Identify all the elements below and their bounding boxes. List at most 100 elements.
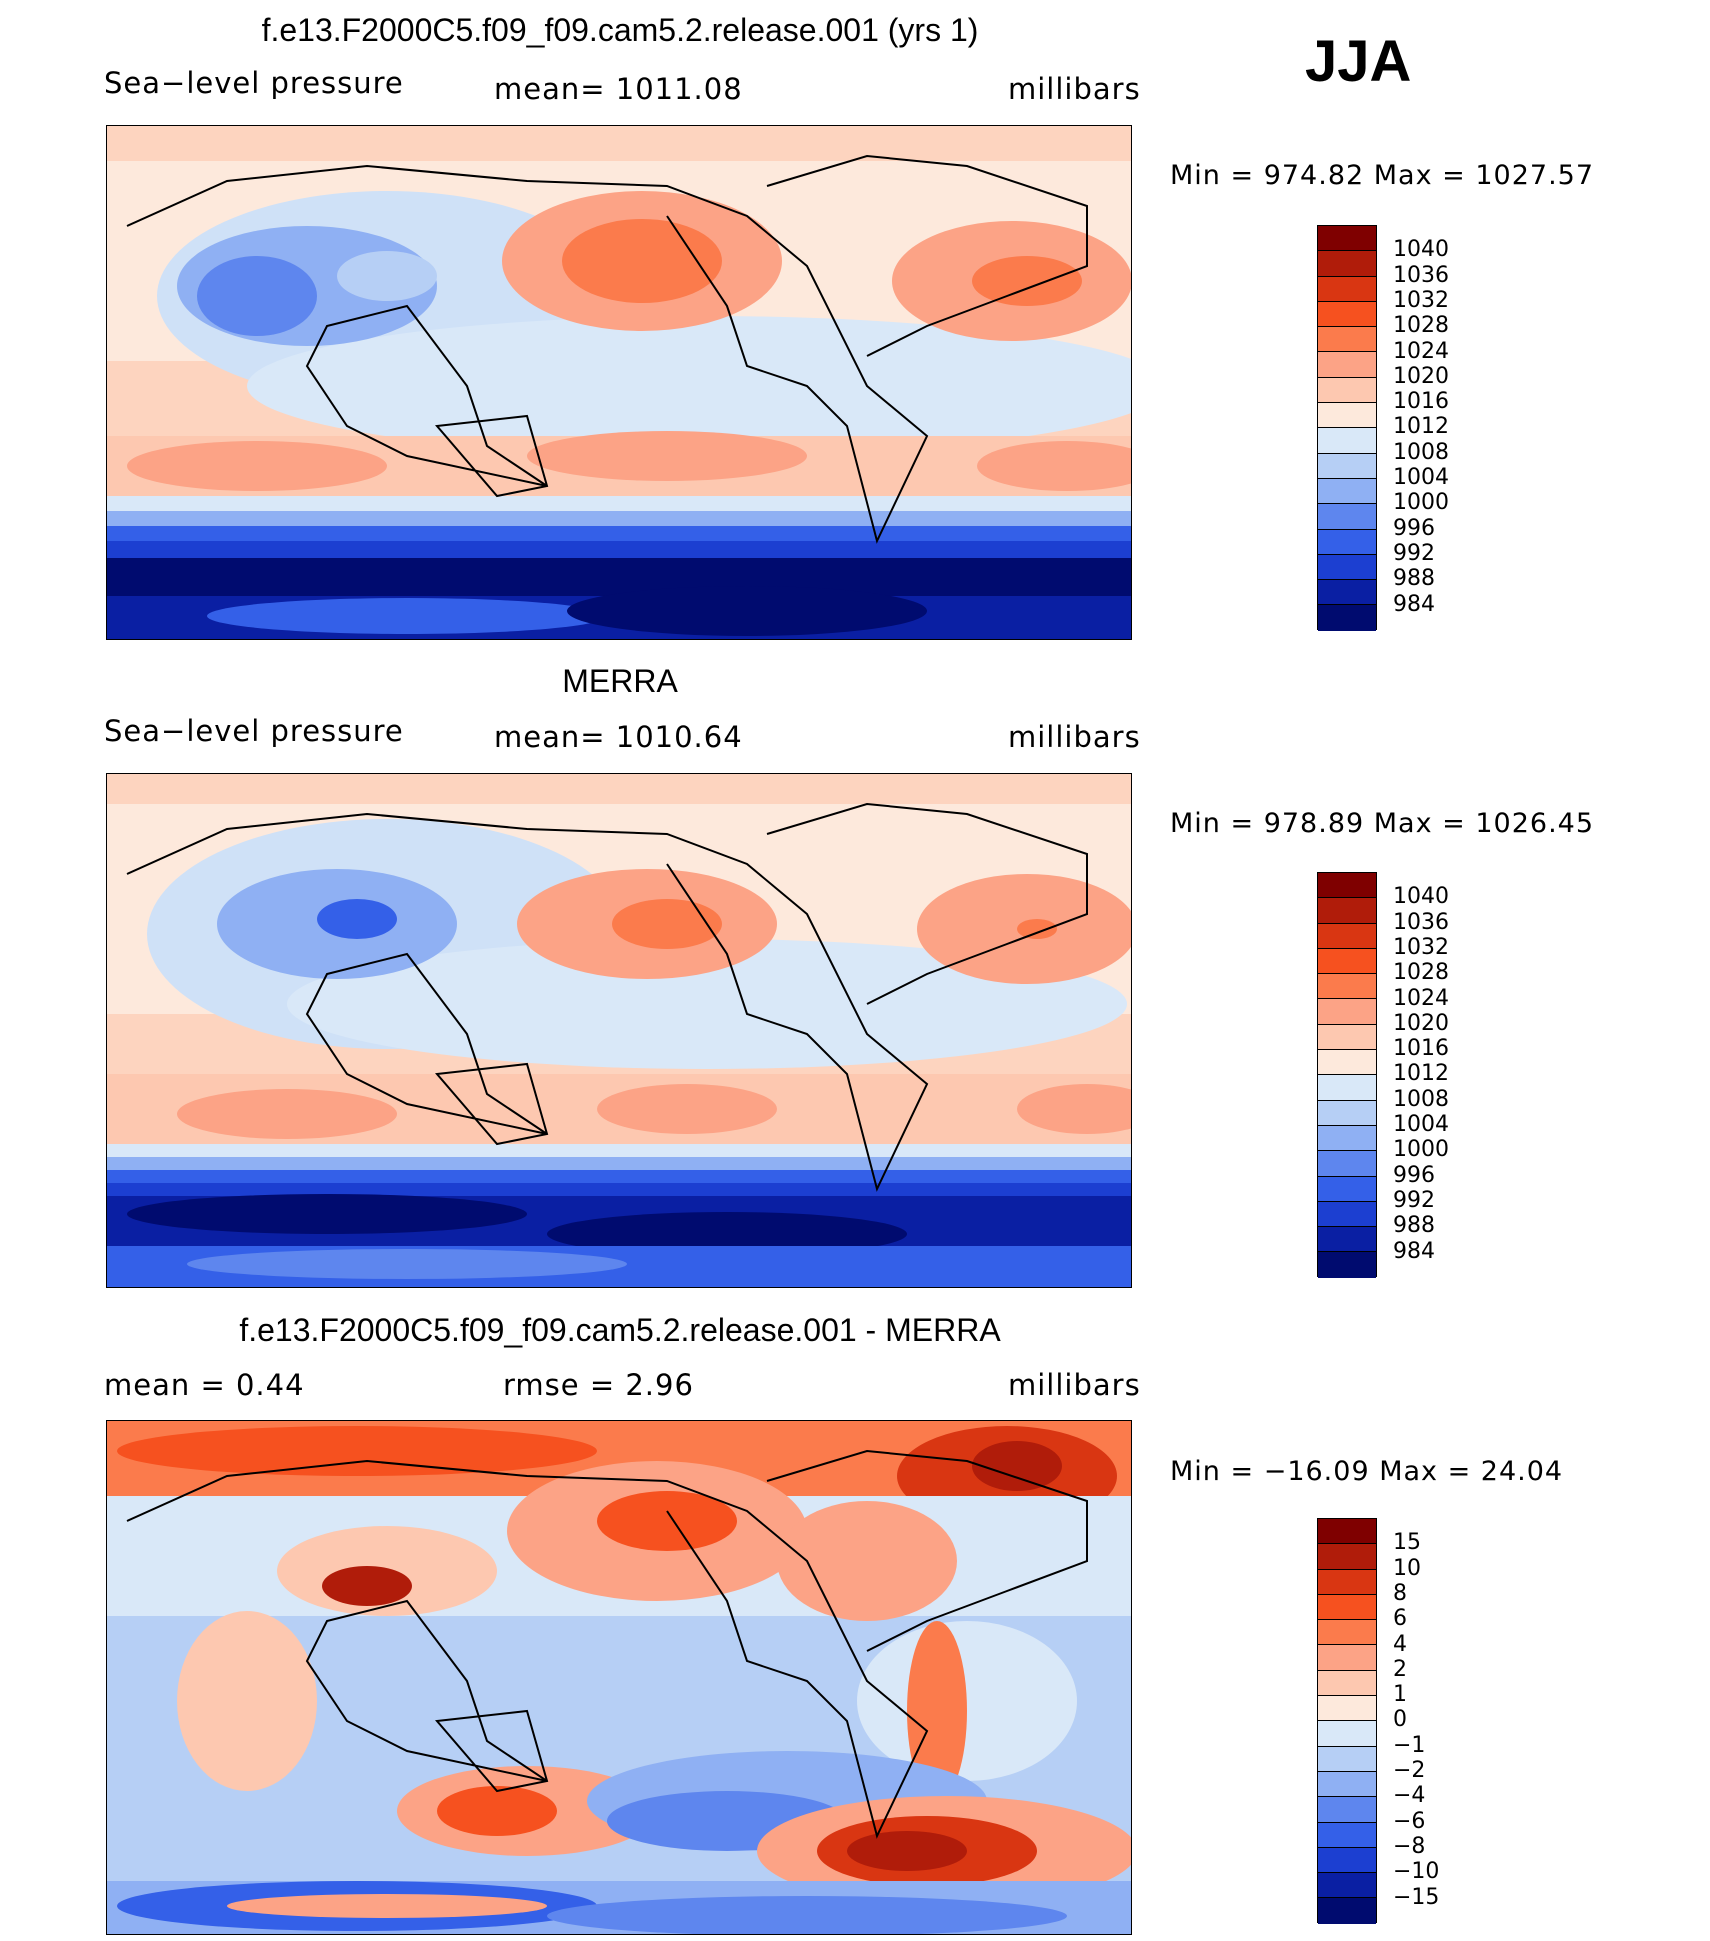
colorbar-tick-label: −1 bbox=[1393, 1732, 1426, 1758]
colorbar-swatch bbox=[1318, 226, 1376, 252]
panel-1-minmax: Min = 974.82 Max = 1027.57 bbox=[1170, 160, 1595, 191]
panel-3-minmax: Min = −16.09 Max = 24.04 bbox=[1170, 1456, 1564, 1487]
colorbar-swatch bbox=[1318, 873, 1376, 899]
season-label: JJA bbox=[1305, 29, 1412, 94]
colorbar-tick-label: 1040 bbox=[1393, 884, 1449, 910]
colorbar-tick-label: 1040 bbox=[1393, 237, 1449, 263]
colorbar-tick-label: 1008 bbox=[1393, 439, 1449, 465]
colorbar-swatch bbox=[1318, 1696, 1376, 1722]
colorbar-swatch bbox=[1318, 301, 1376, 328]
colorbar-swatch bbox=[1318, 428, 1376, 454]
colorbar-swatch bbox=[1318, 1594, 1376, 1621]
colorbar-swatch bbox=[1318, 1746, 1376, 1772]
colorbar-swatch bbox=[1318, 1125, 1376, 1152]
colorbar-swatch bbox=[1318, 1847, 1376, 1874]
colorbar-tick-label: −8 bbox=[1393, 1833, 1426, 1859]
colorbar-swatch bbox=[1318, 1873, 1376, 1899]
colorbar-swatch bbox=[1318, 403, 1376, 429]
colorbar-tick-label: 984 bbox=[1393, 591, 1435, 617]
colorbar-swatch bbox=[1318, 1721, 1376, 1747]
panel-1-units-label: millibars bbox=[1008, 72, 1141, 106]
colorbar-swatch bbox=[1318, 1176, 1376, 1202]
colorbar-swatch bbox=[1318, 923, 1376, 949]
colorbar-tick-label: 1 bbox=[1393, 1682, 1407, 1708]
colorbar-swatch bbox=[1318, 1670, 1376, 1697]
panel-2-title: MERRA bbox=[562, 663, 678, 699]
colorbar-tick-label: 1024 bbox=[1393, 338, 1449, 364]
colorbar-swatch bbox=[1318, 1569, 1376, 1595]
colorbar-tick-label: 1020 bbox=[1393, 363, 1449, 389]
panel-3-units-label: millibars bbox=[1008, 1368, 1141, 1402]
colorbar-tick-label: −4 bbox=[1393, 1783, 1426, 1809]
colorbar-tick-label: 996 bbox=[1393, 1162, 1435, 1188]
colorbar-swatch bbox=[1318, 1075, 1376, 1101]
colorbar-swatch bbox=[1318, 1252, 1376, 1278]
colorbar-tick-label: 1016 bbox=[1393, 389, 1449, 415]
colorbar-swatch bbox=[1318, 327, 1376, 353]
colorbar-tick-label: 15 bbox=[1393, 1530, 1421, 1556]
colorbar-swatch bbox=[1318, 1771, 1376, 1798]
colorbar-tick-label: 1032 bbox=[1393, 934, 1449, 960]
colorbar-tick-label: −2 bbox=[1393, 1758, 1426, 1783]
colorbar-swatch bbox=[1318, 478, 1376, 505]
colorbar-tick-label: 10 bbox=[1393, 1555, 1421, 1581]
panel-3-colorbar bbox=[1317, 1518, 1377, 1924]
colorbar-tick-label: 1016 bbox=[1393, 1036, 1449, 1062]
colorbar-tick-label: 1000 bbox=[1393, 1137, 1449, 1163]
panel-1-map bbox=[106, 125, 1132, 640]
panel-1-mean-label: mean= 1011.08 bbox=[494, 72, 743, 106]
colorbar-swatch bbox=[1318, 1024, 1376, 1051]
colorbar-swatch bbox=[1318, 276, 1376, 302]
colorbar-swatch bbox=[1318, 1050, 1376, 1076]
panel-2-variable-label: Sea−level pressure bbox=[104, 714, 404, 748]
colorbar-tick-label: 1036 bbox=[1393, 909, 1449, 935]
panel-2-map bbox=[106, 773, 1132, 1288]
panel-3-mean-label: mean = 0.44 bbox=[104, 1368, 305, 1402]
colorbar-swatch bbox=[1318, 352, 1376, 378]
colorbar-tick-label: 2 bbox=[1393, 1656, 1407, 1682]
colorbar-tick-label: 1004 bbox=[1393, 465, 1449, 490]
colorbar-tick-label: 1036 bbox=[1393, 262, 1449, 288]
colorbar-swatch bbox=[1318, 1201, 1376, 1228]
colorbar-swatch bbox=[1318, 1898, 1376, 1924]
colorbar-tick-label: 0 bbox=[1393, 1707, 1407, 1733]
colorbar-swatch bbox=[1318, 504, 1376, 530]
panel-3-map bbox=[106, 1420, 1132, 1935]
colorbar-swatch bbox=[1318, 251, 1376, 277]
colorbar-tick-label: −15 bbox=[1393, 1884, 1440, 1910]
colorbar-swatch bbox=[1318, 1227, 1376, 1253]
colorbar-swatch bbox=[1318, 898, 1376, 924]
colorbar-swatch bbox=[1318, 1100, 1376, 1126]
colorbar-tick-label: 1032 bbox=[1393, 287, 1449, 313]
colorbar-tick-label: 992 bbox=[1393, 1187, 1435, 1213]
colorbar-swatch bbox=[1318, 1620, 1376, 1646]
panel-2-units-label: millibars bbox=[1008, 720, 1141, 754]
panel-2-minmax: Min = 978.89 Max = 1026.45 bbox=[1170, 808, 1595, 839]
colorbar-swatch bbox=[1318, 1544, 1376, 1570]
panel-3-rmse-label: rmse = 2.96 bbox=[503, 1368, 694, 1402]
colorbar-swatch bbox=[1318, 948, 1376, 975]
colorbar-swatch bbox=[1318, 605, 1376, 631]
colorbar-tick-label: 1008 bbox=[1393, 1086, 1449, 1112]
colorbar-swatch bbox=[1318, 1151, 1376, 1177]
colorbar-tick-label: 1004 bbox=[1393, 1112, 1449, 1137]
colorbar-swatch bbox=[1318, 1822, 1376, 1848]
colorbar-tick-label: 1028 bbox=[1393, 960, 1449, 986]
colorbar-tick-label: 1012 bbox=[1393, 414, 1449, 440]
colorbar-swatch bbox=[1318, 453, 1376, 479]
colorbar-tick-label: 988 bbox=[1393, 1213, 1435, 1239]
panel-1-title: f.e13.F2000C5.f09_f09.cam5.2.release.001… bbox=[261, 12, 979, 48]
panel-1-variable-label: Sea−level pressure bbox=[104, 66, 404, 100]
colorbar-swatch bbox=[1318, 1519, 1376, 1545]
colorbar-tick-label: 992 bbox=[1393, 540, 1435, 566]
colorbar-swatch bbox=[1318, 974, 1376, 1000]
colorbar-tick-label: 988 bbox=[1393, 566, 1435, 592]
panel-3-title: f.e13.F2000C5.f09_f09.cam5.2.release.001… bbox=[239, 1312, 1001, 1348]
colorbar-swatch bbox=[1318, 554, 1376, 581]
colorbar-tick-label: 984 bbox=[1393, 1238, 1435, 1264]
colorbar-tick-label: 1028 bbox=[1393, 313, 1449, 339]
colorbar-tick-label: 1020 bbox=[1393, 1010, 1449, 1036]
colorbar-tick-label: −10 bbox=[1393, 1859, 1440, 1885]
panel-2-colorbar bbox=[1317, 872, 1377, 1278]
colorbar-tick-label: 1024 bbox=[1393, 985, 1449, 1011]
